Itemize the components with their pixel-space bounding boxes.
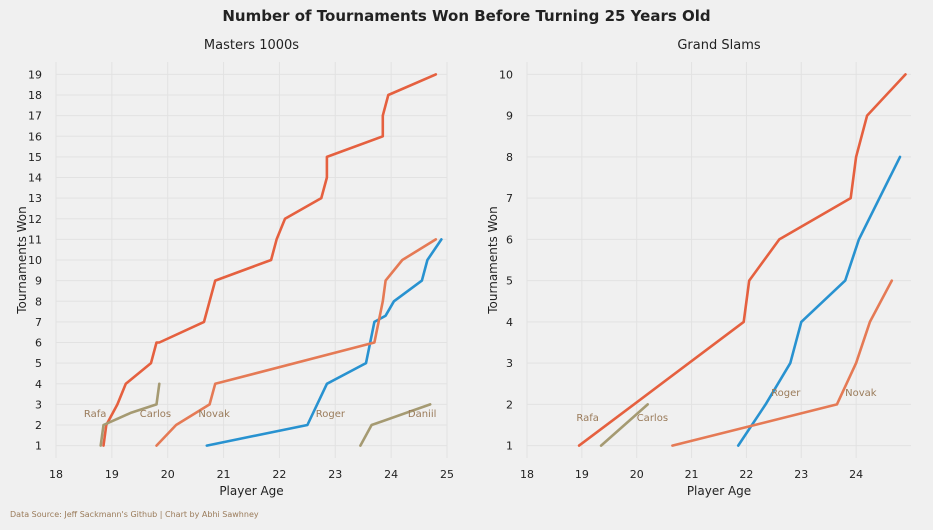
panel-1-y-tick-label: 14: [28, 172, 42, 185]
panel-2-series-carlos-line: [599, 403, 650, 447]
panel-1-y-tick-label: 16: [28, 130, 42, 143]
panel-1-series-rafa-line: [102, 73, 438, 447]
panel-2-x-tick-label: 21: [685, 468, 699, 481]
panel-2-annotation-roger: Roger: [771, 388, 801, 399]
panel-1-y-tick-label: 13: [28, 192, 42, 205]
panel-1-x-tick-label: 25: [440, 468, 454, 481]
panel-2-annotation-rafa: Rafa: [576, 413, 599, 424]
panel-1-x-tick-label: 22: [272, 468, 286, 481]
panel-2-x-tick-label: 24: [849, 468, 863, 481]
panel-1-annotation-roger: Roger: [316, 409, 346, 420]
panel-1-series-daniil-line: [359, 403, 432, 447]
panel-1-x-tick-label: 23: [328, 468, 342, 481]
panel-1-y-tick-label: 9: [35, 275, 42, 288]
panel-2-y-tick-label: 4: [506, 316, 513, 329]
panel-2-x-tick-label: 20: [630, 468, 644, 481]
panel-1-series-carlos-line: [116, 382, 161, 421]
panel-2-annotation-novak: Novak: [845, 388, 877, 399]
panel-2-y-tick-label: 9: [506, 110, 513, 123]
panel-1-y-tick-label: 12: [28, 213, 42, 226]
panel-1-x-tick-label: 24: [384, 468, 398, 481]
panel-1-title: Masters 1000s: [204, 38, 299, 53]
panel-1-y-tick-label: 4: [35, 378, 42, 391]
panel-1-x-axis-label: Player Age: [219, 484, 283, 498]
panel-2-x-tick-label: 19: [575, 468, 589, 481]
panel-2-y-tick-label: 3: [506, 357, 513, 370]
panel-1-y-tick-label: 6: [35, 337, 42, 350]
panel-1-y-tick-label: 17: [28, 110, 42, 123]
panel-1-y-tick-label: 2: [35, 419, 42, 432]
panel-2-y-tick-label: 2: [506, 398, 513, 411]
panel-1-series-carlos-line: [99, 417, 119, 447]
panel-1-annotation-novak: Novak: [198, 409, 230, 420]
panel-2-annotation-carlos: Carlos: [637, 413, 668, 424]
panel-2-x-tick-label: 22: [739, 468, 753, 481]
panel-1-x-tick-label: 20: [161, 468, 175, 481]
panel-1-y-tick-label: 7: [35, 316, 42, 329]
panel-2-x-tick-label: 23: [794, 468, 808, 481]
panel-2-y-tick-label: 1: [506, 440, 513, 453]
panel-2-y-tick-label: 5: [506, 275, 513, 288]
panel-2-y-tick-label: 6: [506, 233, 513, 246]
panel-2-series-rafa-line: [577, 73, 907, 447]
panel-1-y-axis-label: Tournaments Won: [15, 206, 29, 314]
panel-1-y-tick-label: 8: [35, 295, 42, 308]
panel-2-series-novak-line: [671, 279, 894, 447]
panel-1-x-tick-label: 21: [217, 468, 231, 481]
panel-2-y-tick-label: 7: [506, 192, 513, 205]
panel-1-annotation-rafa: Rafa: [84, 409, 107, 420]
panel-2-x-axis-label: Player Age: [687, 484, 751, 498]
panel-1-y-tick-label: 1: [35, 440, 42, 453]
panel-2-series-roger-line: [736, 155, 902, 447]
panel-1-y-tick-label: 11: [28, 233, 42, 246]
panel-1-y-tick-label: 15: [28, 151, 42, 164]
panel-2-x-tick-label: 18: [520, 468, 534, 481]
panel-1-x-tick-label: 18: [49, 468, 63, 481]
panel-1-annotation-daniil: Daniil: [408, 409, 437, 420]
panel-1-y-tick-label: 19: [28, 68, 42, 81]
panel-2-y-axis-label: Tournaments Won: [486, 206, 500, 314]
panel-1-series-novak-line: [155, 238, 438, 447]
data-source-note: Data Source: Jeff Sackmann's Github | Ch…: [10, 510, 259, 519]
chart-suptitle: Number of Tournaments Won Before Turning…: [222, 7, 711, 25]
panel-1-y-tick-label: 3: [35, 398, 42, 411]
panel-1-y-tick-label: 18: [28, 89, 42, 102]
panel-2-y-tick-label: 8: [506, 151, 513, 164]
panel-1-x-tick-label: 19: [105, 468, 119, 481]
panel-1-y-tick-label: 10: [28, 254, 42, 267]
panel-2-y-tick-label: 10: [499, 68, 513, 81]
panel-1-annotation-carlos: Carlos: [140, 409, 171, 420]
panel-2-title: Grand Slams: [677, 38, 761, 53]
panel-1-y-tick-label: 5: [35, 357, 42, 370]
